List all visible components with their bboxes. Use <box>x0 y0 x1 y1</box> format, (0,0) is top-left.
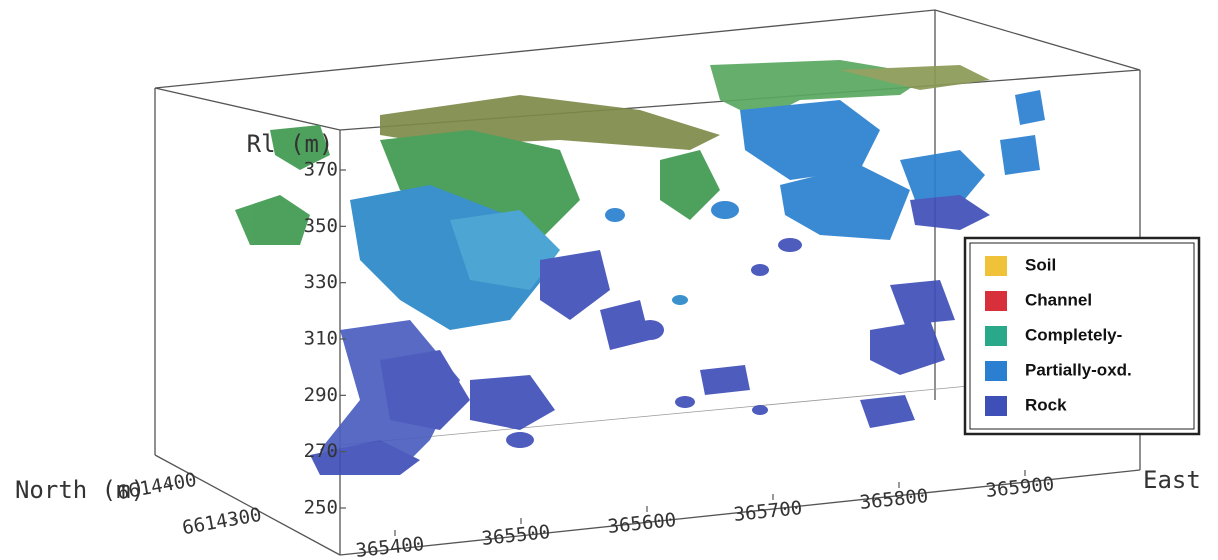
y-tick-label: 6614300 <box>181 504 264 540</box>
x-tick-label: 365400 <box>355 533 426 560</box>
legend-label: Channel <box>1025 290 1092 309</box>
legend-swatch <box>985 256 1007 276</box>
x-axis-label: East (m) <box>1143 466 1218 494</box>
z-tick-label: 330 <box>304 271 338 293</box>
legend-label: Completely- <box>1025 325 1122 344</box>
y-tick-label: 6614400 <box>116 469 199 505</box>
z-axis-label: Rl (m) <box>247 130 334 158</box>
x-tick-label: 365900 <box>985 473 1056 502</box>
legend-swatch <box>985 396 1007 416</box>
x-tick-label: 365800 <box>859 485 930 514</box>
legend-swatch <box>985 361 1007 381</box>
x-tick-label: 365700 <box>733 497 804 526</box>
isosurfaces <box>235 60 1045 475</box>
z-tick-label: 350 <box>304 215 338 237</box>
x-tick-label: 365600 <box>607 509 678 538</box>
legend-swatch <box>985 326 1007 346</box>
z-tick-label: 270 <box>304 440 338 462</box>
page: Rl (m) East (m) North (m) 25027029031033… <box>0 0 1218 560</box>
legend-label: Rock <box>1025 395 1067 414</box>
z-tick-label: 290 <box>304 384 338 406</box>
legend-swatch <box>985 291 1007 311</box>
legend-label: Soil <box>1025 255 1056 274</box>
chart: Rl (m) East (m) North (m) 25027029031033… <box>0 0 1218 560</box>
legend-label: Partially-oxd. <box>1025 360 1132 379</box>
z-tick-label: 310 <box>304 328 338 350</box>
x-tick-label: 365500 <box>481 521 552 550</box>
z-tick-label: 370 <box>304 159 338 181</box>
z-tick-label: 250 <box>304 497 338 519</box>
